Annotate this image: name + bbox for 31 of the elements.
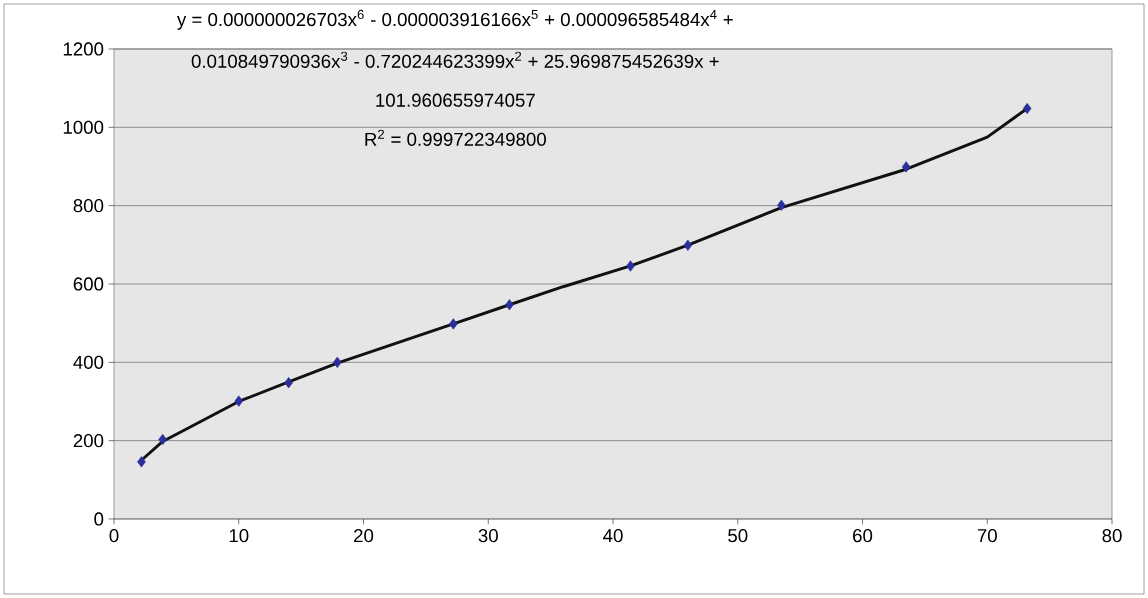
x-tick-label: 50 <box>728 529 748 543</box>
x-tick-label: 10 <box>229 529 249 543</box>
x-tick-label: 30 <box>478 529 498 543</box>
point <box>333 356 342 368</box>
point <box>1022 102 1032 115</box>
y-tick-label: 600 <box>73 277 104 291</box>
point <box>777 199 786 211</box>
point <box>137 456 146 468</box>
y-tick-label: 1200 <box>63 42 104 56</box>
y-tick-label: 1000 <box>63 120 104 134</box>
annotation: R$^{2}$ = 0.999722349800 <box>365 129 546 146</box>
point <box>449 318 458 330</box>
y-tick-label: 800 <box>73 199 104 213</box>
point <box>284 377 293 389</box>
x-tick-label: 70 <box>977 529 997 543</box>
x-tick-label: 60 <box>853 529 873 543</box>
point <box>626 260 635 272</box>
x-tick-label: 40 <box>603 529 623 543</box>
annotation: 0.010849790936x$^{3}$ - 0.720244623399x$^{2}$ + 25.969875452639x + <box>191 51 719 68</box>
text: y = 0.000000026703x$^{6}$ - 0.000003916166x$^{5}$ + 0.000096585484x$^{4}$ + <box>176 9 733 30</box>
x-tick-label: 0 <box>109 529 119 543</box>
y-tick-label: 0 <box>94 512 104 526</box>
point <box>901 161 911 173</box>
y-tick-label: 200 <box>73 434 104 448</box>
annotation: 101.960655974057 <box>376 93 535 107</box>
y-tick-label: 400 <box>73 355 104 369</box>
x-tick-label: 20 <box>354 529 374 543</box>
x-tick-label: 80 <box>1102 529 1122 543</box>
point <box>683 239 693 251</box>
point <box>505 299 514 311</box>
point <box>234 395 244 407</box>
